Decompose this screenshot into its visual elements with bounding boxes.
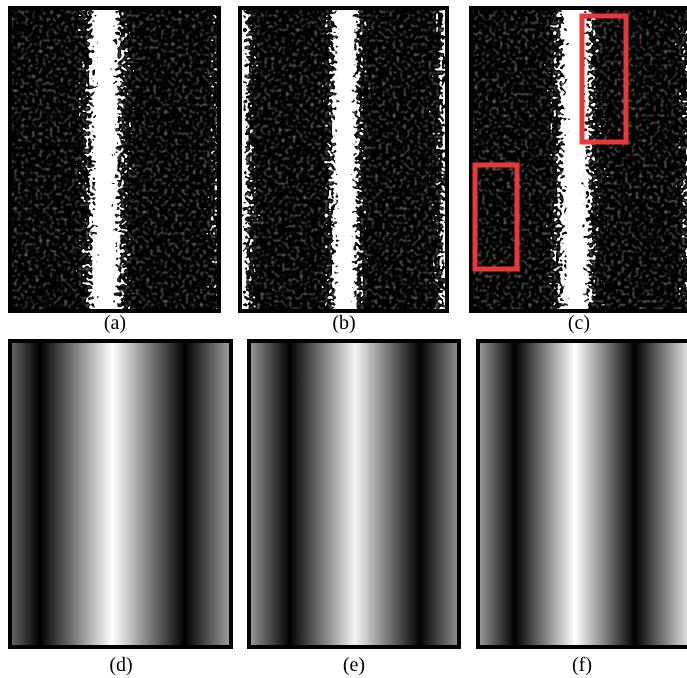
panel-label: (b) [332, 312, 355, 334]
panel-label: (c) [568, 312, 590, 334]
panel-label: (e) [343, 654, 365, 676]
panel-label: (d) [109, 654, 132, 676]
panel-border [238, 6, 449, 313]
fringe-image [10, 8, 219, 311]
panel-border [476, 339, 687, 649]
panel-border [8, 339, 233, 649]
panel-border [469, 6, 687, 313]
fringe-image [471, 8, 687, 311]
fringe-image [10, 341, 231, 647]
highlight-box [472, 162, 520, 272]
fringe-image [240, 8, 447, 311]
fringe-image [249, 341, 459, 647]
panel-border [247, 339, 461, 649]
panel-border [8, 6, 221, 313]
panel-label: (f) [572, 654, 592, 676]
fringe-image [478, 341, 687, 647]
panel-label: (a) [104, 312, 126, 334]
highlight-box [579, 13, 629, 145]
